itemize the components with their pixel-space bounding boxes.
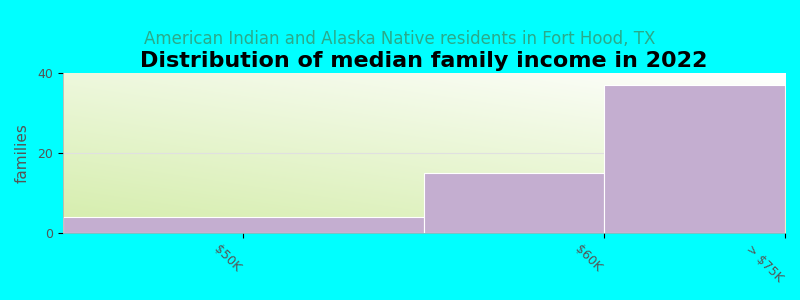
Text: American Indian and Alaska Native residents in Fort Hood, TX: American Indian and Alaska Native reside… <box>144 30 656 48</box>
Y-axis label: families: families <box>15 123 30 183</box>
Bar <box>604 85 785 233</box>
Bar <box>424 173 604 233</box>
Bar <box>62 217 424 233</box>
Title: Distribution of median family income in 2022: Distribution of median family income in … <box>140 51 707 71</box>
